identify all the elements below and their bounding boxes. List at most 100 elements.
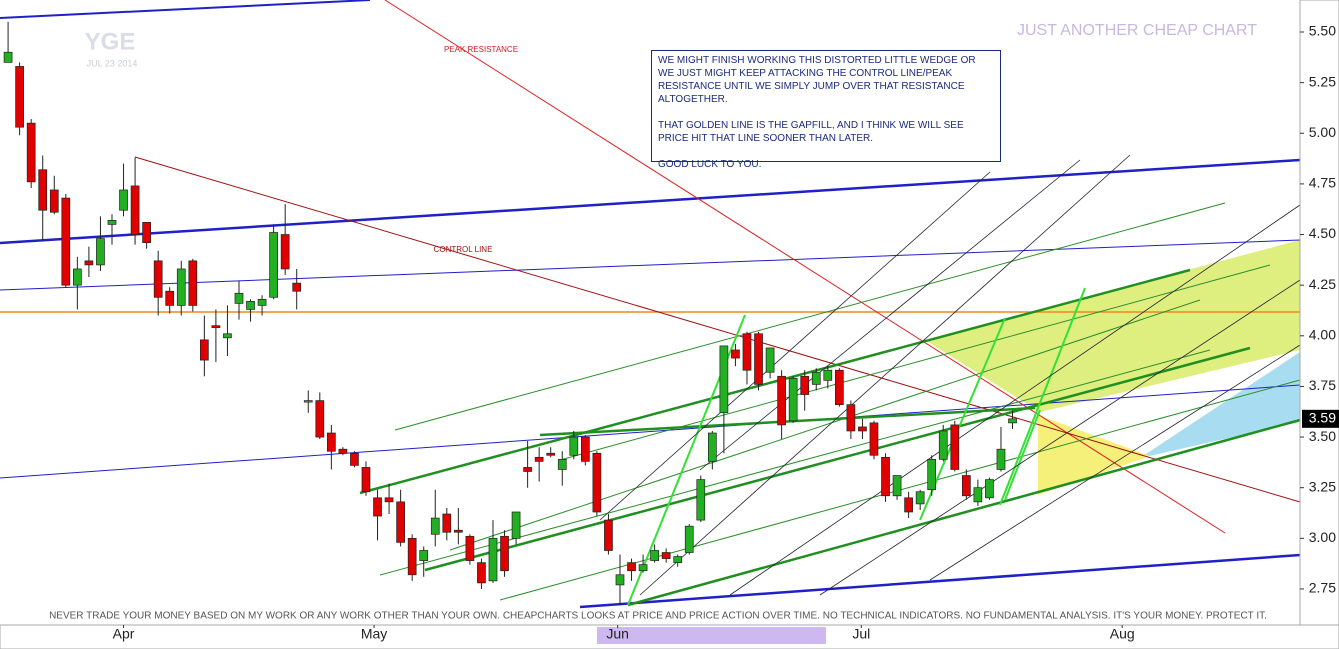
ticker: YGE	[85, 28, 136, 55]
candle-body	[350, 452, 359, 466]
candle-body	[384, 497, 394, 503]
candle-body	[315, 400, 325, 438]
candle-body	[338, 448, 348, 454]
candle-body	[465, 535, 475, 561]
x-tick-label: Jun	[606, 626, 629, 642]
x-tick-label: Jul	[852, 626, 870, 642]
candle-body	[650, 550, 659, 561]
y-axis	[1299, 0, 1339, 626]
candle-body	[973, 487, 983, 503]
candle-body	[15, 66, 24, 128]
candle-body	[996, 448, 1006, 470]
candle-body	[719, 345, 729, 414]
y-tick-label: 3.50	[1309, 428, 1336, 444]
candle-body	[546, 452, 556, 456]
candle-body	[223, 333, 232, 339]
candle-body	[176, 268, 186, 306]
candle-body	[107, 219, 117, 225]
candle-body	[130, 185, 140, 235]
candle-body	[361, 467, 371, 493]
trendlines	[0, 0, 1301, 609]
candle-body	[165, 290, 175, 306]
candle-body	[754, 333, 763, 385]
candle-body	[823, 369, 833, 381]
candle-body	[234, 292, 244, 304]
brand: JUST ANOTHER CHEAP CHART	[1017, 22, 1257, 39]
y-tick-label: 4.00	[1309, 326, 1336, 342]
candle-body	[615, 574, 625, 586]
candle-body	[696, 479, 706, 521]
x-tick-label: Apr	[113, 626, 135, 642]
candle-body	[246, 301, 255, 310]
candle-body	[858, 426, 867, 432]
candle-body	[477, 562, 486, 584]
candle-body	[211, 325, 221, 329]
candle-body	[292, 282, 302, 292]
candle-body	[638, 564, 648, 572]
candle-body	[96, 238, 105, 266]
candle-body	[119, 189, 128, 211]
chart-date: JUL 23 2014	[87, 58, 138, 68]
note-text: WE MIGHT FINISH WORKING THIS DISTORTED L…	[658, 55, 976, 105]
candle-body	[326, 432, 336, 452]
x-tick-label: Aug	[1110, 626, 1135, 642]
y-tick-label: 5.00	[1309, 124, 1336, 140]
candle-body	[777, 375, 786, 426]
y-tick-label: 4.50	[1309, 225, 1336, 241]
candle-body	[303, 400, 313, 403]
candle-body	[373, 497, 382, 517]
candle-body	[153, 260, 163, 298]
candle-body	[430, 517, 440, 535]
candle-body	[881, 456, 890, 497]
candle-body	[846, 404, 856, 432]
candle-body	[142, 222, 151, 243]
candle-body	[684, 525, 694, 553]
candle-body	[407, 537, 417, 576]
candle-body	[985, 479, 994, 499]
y-tick-label: 3.25	[1309, 478, 1336, 494]
candle-body	[453, 529, 463, 533]
candle-body	[580, 436, 590, 462]
candle-body	[834, 369, 844, 406]
y-tick-label: 5.25	[1309, 73, 1336, 89]
y-tick-label: 3.75	[1309, 377, 1336, 393]
candle-body	[396, 501, 405, 543]
candle-body	[927, 458, 937, 491]
candle-body	[604, 519, 613, 551]
disclaimer: NEVER TRADE YOUR MONEY BASED ON MY WORK …	[49, 611, 1267, 622]
note-text: GOOD LUCK TO YOU.	[658, 159, 762, 170]
candle-body	[938, 430, 948, 460]
annotation: PEAK RESISTANCE	[444, 45, 518, 54]
candle-body	[627, 562, 636, 572]
last-price-box	[1302, 409, 1339, 428]
candle-body	[523, 467, 532, 472]
candle-body	[38, 169, 48, 211]
y-tick-label: 3.00	[1309, 529, 1336, 545]
candle-body	[500, 535, 509, 572]
candle-body	[1008, 418, 1017, 424]
candle-body	[661, 552, 671, 559]
candle-body	[26, 122, 36, 183]
note-box: WE MIGHT FINISH WORKING THIS DISTORTED L…	[651, 50, 1001, 170]
candle-body	[811, 371, 821, 385]
candle-body	[742, 333, 752, 371]
candle-body	[869, 422, 879, 456]
selection	[597, 627, 826, 644]
candle-body	[3, 51, 13, 63]
candle-body	[511, 511, 521, 539]
y-tick-label: 4.75	[1309, 175, 1336, 191]
candle-body	[915, 491, 925, 505]
candle-body	[200, 339, 209, 361]
candle-body	[892, 475, 902, 497]
y-tick-label: 2.75	[1309, 580, 1336, 596]
candle-body	[731, 349, 740, 359]
candle-body	[765, 347, 775, 373]
candle-body	[419, 550, 429, 561]
candle-body	[534, 456, 544, 462]
candle-body	[61, 197, 71, 286]
candle-body	[800, 375, 810, 395]
last-price: 3.59	[1309, 410, 1336, 426]
candle-body	[557, 458, 567, 470]
